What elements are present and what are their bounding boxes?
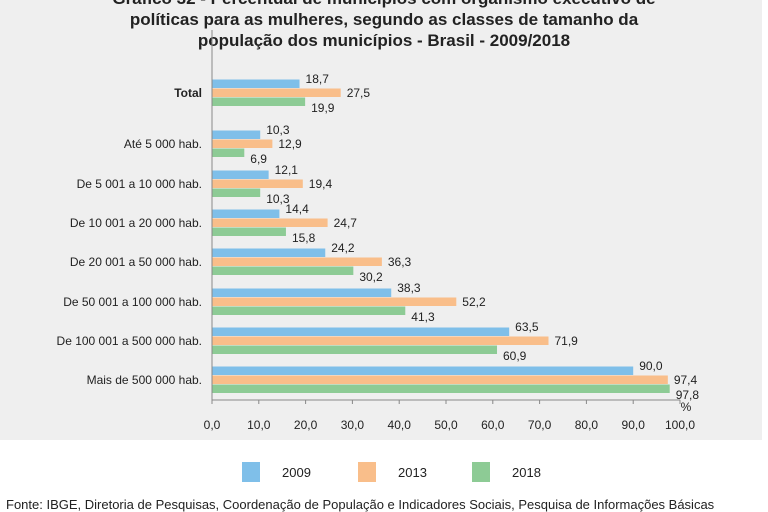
legend-item-2018: 2018 bbox=[472, 462, 541, 482]
bar-2009 bbox=[212, 170, 269, 179]
bar-2018 bbox=[212, 306, 406, 315]
legend-label: 2009 bbox=[282, 464, 311, 480]
category-label: De 50 001 a 100 000 hab. bbox=[63, 295, 202, 309]
data-label: 97,8 bbox=[676, 388, 700, 402]
bar-2009 bbox=[212, 366, 634, 375]
legend-label: 2013 bbox=[398, 464, 427, 480]
bar-2013 bbox=[212, 257, 382, 266]
data-label: 6,9 bbox=[250, 152, 267, 166]
bar-2018 bbox=[212, 148, 245, 157]
data-label: 38,3 bbox=[397, 281, 421, 295]
legend-item-2009: 2009 bbox=[242, 462, 311, 482]
bar-2013 bbox=[212, 139, 273, 148]
data-label: 63,5 bbox=[515, 320, 539, 334]
bar-2018 bbox=[212, 97, 306, 106]
bar-2009 bbox=[212, 248, 326, 257]
bar-2018 bbox=[212, 384, 670, 393]
bar-2018 bbox=[212, 345, 498, 354]
data-label: 30,2 bbox=[359, 270, 383, 284]
data-label: 71,9 bbox=[554, 334, 578, 348]
bar-2013 bbox=[212, 336, 549, 345]
data-label: 10,3 bbox=[266, 192, 290, 206]
category-label: Total bbox=[174, 86, 202, 100]
title-line: população dos municípios - Brasil - 2009… bbox=[197, 31, 571, 50]
x-tick-label: 20,0 bbox=[294, 418, 318, 432]
x-tick-label: 30,0 bbox=[341, 418, 365, 432]
data-label: 15,8 bbox=[292, 231, 316, 245]
x-tick-label: 80,0 bbox=[575, 418, 599, 432]
title-line: Gráfico 32 - Percentual de municípios co… bbox=[0, 0, 768, 9]
data-label: 19,9 bbox=[311, 101, 335, 115]
data-label: 97,4 bbox=[674, 373, 698, 387]
category-label: De 20 001 a 50 000 hab. bbox=[70, 255, 202, 269]
legend-item-2013: 2013 bbox=[358, 462, 427, 482]
bar-2009 bbox=[212, 288, 392, 297]
bar-2009 bbox=[212, 327, 510, 336]
title-line: políticas para as mulheres, segundo as c… bbox=[129, 10, 639, 29]
x-tick-label: 90,0 bbox=[622, 418, 646, 432]
bar-2009 bbox=[212, 209, 280, 218]
bar-2018 bbox=[212, 227, 286, 236]
legend-swatch bbox=[242, 462, 260, 482]
category-label: De 10 001 a 20 000 hab. bbox=[70, 216, 202, 230]
data-label: 27,5 bbox=[347, 86, 371, 100]
x-tick-label: 70,0 bbox=[528, 418, 552, 432]
bar-2013 bbox=[212, 375, 668, 384]
data-label: 41,3 bbox=[411, 310, 435, 324]
bar-2013 bbox=[212, 218, 328, 227]
x-tick-label: 100,0 bbox=[665, 418, 695, 432]
data-label: 24,2 bbox=[331, 241, 355, 255]
chart-title: Gráfico 32 - Percentual de municípios co… bbox=[0, 0, 768, 51]
legend-swatch bbox=[472, 462, 490, 482]
category-label: De 5 001 a 10 000 hab. bbox=[77, 177, 202, 191]
data-label: 60,9 bbox=[503, 349, 527, 363]
bar-2018 bbox=[212, 188, 261, 197]
bar-2009 bbox=[212, 79, 300, 88]
data-label: 52,2 bbox=[462, 295, 486, 309]
legend-label: 2018 bbox=[512, 464, 541, 480]
source-note: Fonte: IBGE, Diretoria de Pesquisas, Coo… bbox=[6, 497, 715, 512]
data-label: 18,7 bbox=[306, 72, 330, 86]
data-label: 10,3 bbox=[266, 123, 290, 137]
x-tick-label: 50,0 bbox=[434, 418, 458, 432]
bar-2013 bbox=[212, 297, 457, 306]
data-label: 12,1 bbox=[275, 163, 299, 177]
category-label: Mais de 500 000 hab. bbox=[87, 373, 202, 387]
bar-2009 bbox=[212, 130, 261, 139]
category-label: De 100 001 a 500 000 hab. bbox=[57, 334, 202, 348]
data-label: 36,3 bbox=[388, 255, 412, 269]
data-label: 19,4 bbox=[309, 177, 333, 191]
data-label: 12,9 bbox=[278, 137, 302, 151]
x-axis-unit: % bbox=[681, 400, 692, 414]
bar-2013 bbox=[212, 88, 341, 97]
bar-2018 bbox=[212, 266, 354, 275]
x-tick-label: 40,0 bbox=[388, 418, 412, 432]
data-label: 90,0 bbox=[639, 359, 663, 373]
x-tick-label: 10,0 bbox=[247, 418, 271, 432]
x-tick-label: 60,0 bbox=[481, 418, 505, 432]
data-label: 14,4 bbox=[285, 202, 309, 216]
x-tick-label: 0,0 bbox=[204, 418, 221, 432]
bar-2013 bbox=[212, 179, 303, 188]
data-label: 24,7 bbox=[334, 216, 358, 230]
category-label: Até 5 000 hab. bbox=[124, 137, 202, 151]
legend-swatch bbox=[358, 462, 376, 482]
